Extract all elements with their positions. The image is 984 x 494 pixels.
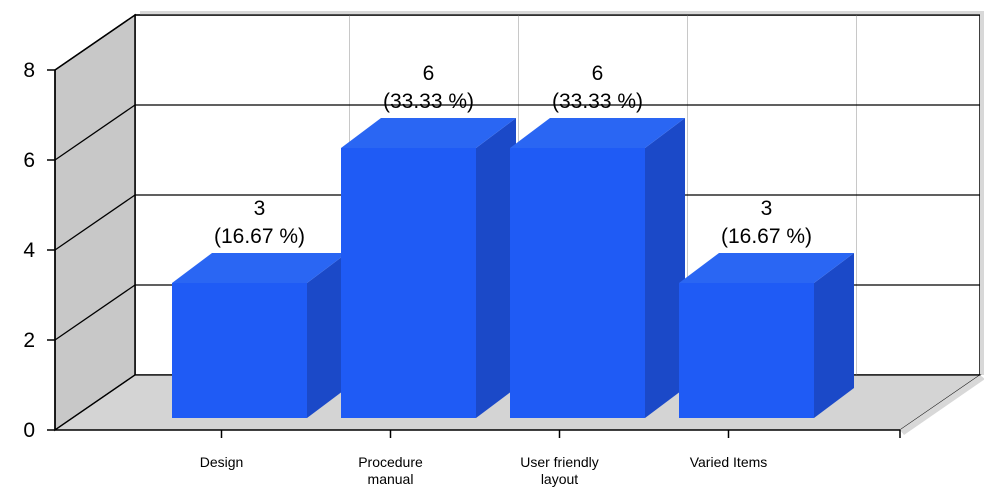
bar-top (172, 253, 347, 283)
gridline-diagonal (54, 104, 136, 161)
bar-top (510, 118, 685, 148)
bar-front (510, 148, 645, 418)
floor-shadow (900, 375, 984, 435)
bar (172, 253, 347, 418)
y-tick-label: 0 (23, 419, 35, 442)
bar-front (341, 148, 476, 418)
bar-side (814, 253, 854, 418)
value-label: 6 (592, 62, 604, 85)
y-tick-label: 4 (23, 239, 35, 262)
value-label: 3 (254, 197, 266, 220)
y-tick-label: 2 (23, 329, 35, 352)
bar (679, 253, 854, 418)
x-tick-label: Varied Items (690, 454, 768, 470)
gridline-diagonal (54, 374, 136, 431)
bar (510, 118, 685, 418)
bar-side (645, 118, 685, 418)
value-label: 6 (423, 62, 435, 85)
bar-front (679, 283, 814, 418)
x-tick-label: User friendly layout (520, 454, 599, 487)
bar-top (679, 253, 854, 283)
y-axis-ticks: 0 2 4 6 8 (23, 59, 55, 442)
percent-label: (16.67 %) (214, 225, 305, 248)
gridline-diagonal (54, 284, 136, 341)
bar-side (307, 253, 347, 418)
percent-label: (33.33 %) (383, 90, 474, 113)
bar-top (341, 118, 516, 148)
y-tick-label: 8 (23, 59, 35, 82)
bar-side (476, 118, 516, 418)
percent-label: (16.67 %) (721, 225, 812, 248)
bar-front (172, 283, 307, 418)
bars (172, 118, 854, 418)
x-tick-label: Design (200, 454, 244, 470)
value-labels: 3 (16.67 %) 6 (33.33 %) 6 (33.33 %) 3 (16.67 %) (214, 62, 812, 248)
value-label: 3 (761, 197, 773, 220)
x-axis-labels: Design Procedure manual User friendly layout… (200, 430, 768, 487)
y-tick-label: 6 (23, 149, 35, 172)
percent-label: (33.33 %) (552, 90, 643, 113)
x-tick-label: Procedure manual (358, 454, 423, 487)
bar (341, 118, 516, 418)
gridline-diagonal (54, 14, 136, 71)
gridline-diagonal (54, 194, 136, 251)
